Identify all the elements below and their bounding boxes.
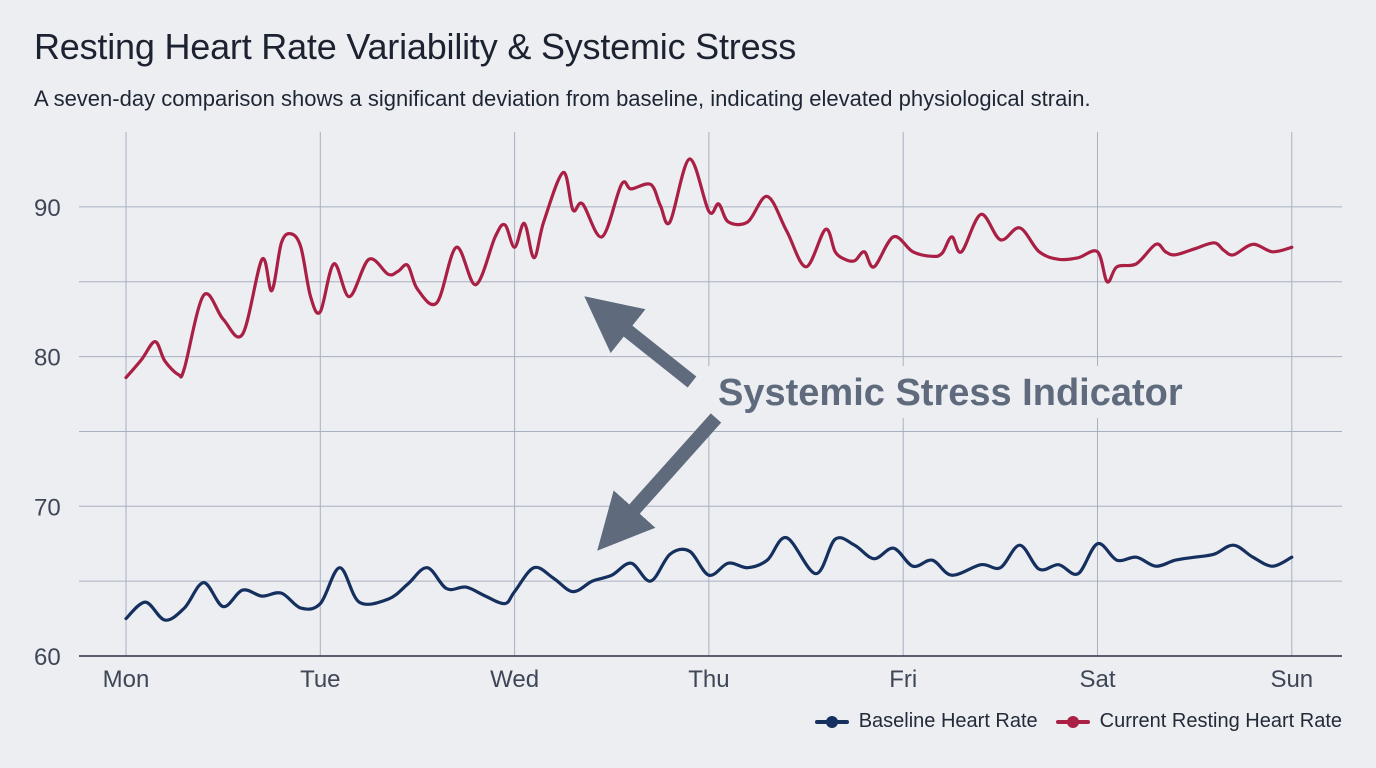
legend-swatch-baseline (814, 715, 849, 729)
legend-label-current: Current Resting Heart Rate (1099, 710, 1342, 732)
x-tick-label: Thu (688, 666, 729, 693)
legend-label-baseline: Baseline Heart Rate (858, 710, 1038, 732)
legend-item-baseline: Baseline Heart Rate (814, 710, 1038, 733)
x-tick-label: Sun (1270, 666, 1313, 693)
x-tick-label: Mon (103, 666, 150, 693)
x-tick-label: Tue (300, 666, 340, 693)
legend: Baseline Heart Rate Current Resting Hear… (814, 710, 1342, 733)
annotation-arrow-up (584, 296, 697, 388)
annotation-arrow-down (597, 413, 722, 551)
x-tick-label: Fri (889, 666, 917, 693)
chart-subtitle: A seven-day comparison shows a significa… (34, 86, 1091, 111)
x-tick-label: Sat (1079, 666, 1115, 693)
annotation-backdrop (708, 366, 1216, 418)
chart-title: Resting Heart Rate Variability & Systemi… (34, 26, 796, 67)
series-line-current (124, 157, 1294, 380)
series-line-baseline (124, 536, 1294, 622)
legend-item-current: Current Resting Heart Rate (1055, 710, 1342, 733)
annotation: Systemic Stress Indicator (584, 296, 1216, 551)
series-layer (124, 157, 1294, 622)
y-tick-label: 80 (34, 345, 61, 372)
axes: 60 70 80 90 Mon Tue Wed Thu Fri Sat Sun (34, 195, 1342, 693)
legend-swatch-current (1055, 715, 1090, 729)
annotation-label: Systemic Stress Indicator (718, 372, 1183, 414)
y-tick-label: 70 (34, 494, 61, 521)
y-tick-label: 90 (34, 195, 61, 222)
y-tick-label: 60 (34, 644, 61, 671)
x-tick-label: Wed (490, 666, 539, 693)
